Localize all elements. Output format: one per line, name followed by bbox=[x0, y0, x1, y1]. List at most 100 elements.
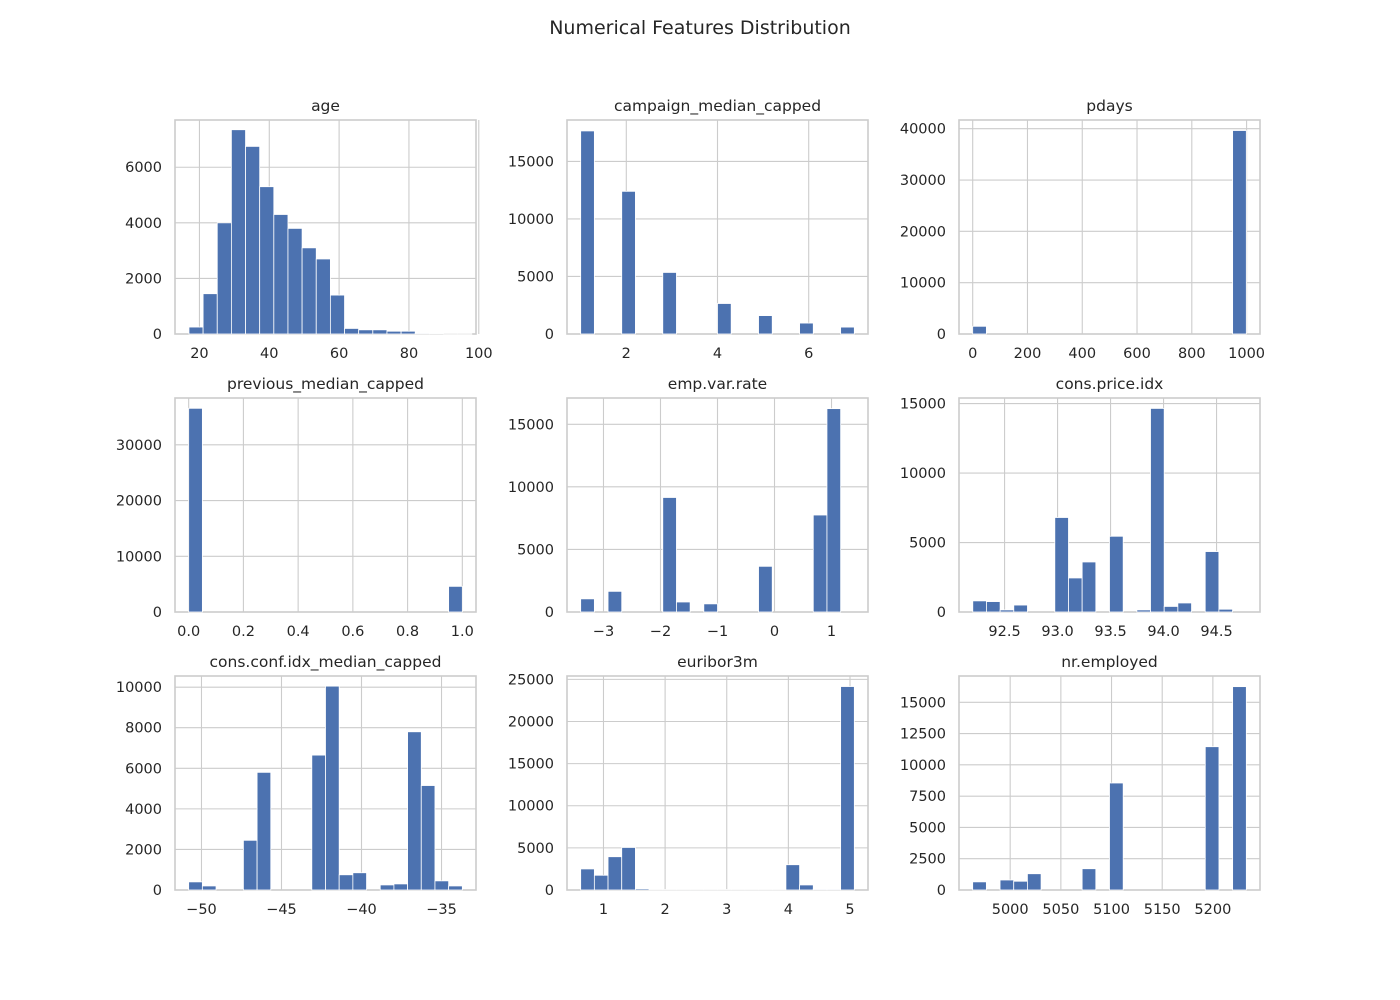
histogram-bar bbox=[607, 856, 623, 891]
histogram-bar bbox=[188, 407, 203, 613]
x-tick-label: 93.5 bbox=[1094, 624, 1126, 640]
histogram-bar bbox=[311, 754, 326, 891]
bars bbox=[188, 129, 473, 335]
histogram-bar bbox=[676, 889, 691, 891]
histogram-bar bbox=[717, 303, 732, 335]
subplot-0: age 20 40 60 80 100 0 2000 4000 6000 bbox=[125, 97, 493, 362]
y-tick-label: 10000 bbox=[900, 758, 946, 774]
histogram-bar bbox=[202, 293, 218, 335]
x-tick-label: 3 bbox=[722, 902, 731, 918]
x-tick-label: 1000 bbox=[1228, 346, 1265, 362]
histogram-bar bbox=[1204, 746, 1220, 891]
y-tick-label: 2500 bbox=[909, 852, 946, 868]
y-tick-label: 0 bbox=[545, 883, 554, 899]
x-tick-label: 0.6 bbox=[341, 624, 364, 640]
y-tick-label: 10000 bbox=[900, 276, 946, 292]
x-tick-label: 93.0 bbox=[1041, 624, 1073, 640]
y-tick-label: 20000 bbox=[900, 224, 946, 240]
bars bbox=[972, 130, 1247, 335]
x-tick-label: 2 bbox=[660, 902, 669, 918]
x-tick-label: 40 bbox=[260, 346, 278, 362]
histogram-bar bbox=[256, 771, 272, 891]
x-tick-label: 92.5 bbox=[988, 624, 1020, 640]
subplot-title: nr.employed bbox=[1061, 653, 1158, 671]
histogram-bar bbox=[662, 889, 677, 891]
x-tick-label: −2 bbox=[650, 624, 671, 640]
histogram-bar bbox=[1081, 561, 1097, 613]
histogram-bar bbox=[1013, 604, 1028, 613]
x-tick-label: 600 bbox=[1123, 346, 1151, 362]
histogram-bar bbox=[344, 328, 360, 335]
subplot-title: previous_median_capped bbox=[227, 375, 424, 394]
histogram-bar bbox=[443, 333, 459, 335]
y-tick-label: 10000 bbox=[900, 466, 946, 482]
y-tick-label: 15000 bbox=[900, 695, 946, 711]
histogram-bar bbox=[744, 889, 759, 891]
histogram-bar bbox=[273, 214, 289, 335]
histogram-bar bbox=[1232, 686, 1247, 891]
subplot-title: euribor3m bbox=[677, 653, 758, 671]
x-tick-label: 200 bbox=[1014, 346, 1042, 362]
histogram-bar bbox=[662, 272, 677, 335]
histogram-bar bbox=[580, 868, 595, 891]
histogram-bar bbox=[230, 129, 246, 335]
x-tick-label: 20 bbox=[190, 346, 208, 362]
figure-title: Numerical Features Distribution bbox=[549, 17, 851, 39]
x-tick-label: −45 bbox=[266, 902, 297, 918]
subplot-title: emp.var.rate bbox=[668, 375, 767, 393]
histogram-bar bbox=[840, 326, 855, 335]
x-tick-label: 0.8 bbox=[396, 624, 419, 640]
histogram-bar bbox=[243, 839, 258, 891]
histogram-bar bbox=[448, 885, 463, 891]
x-tick-label: −1 bbox=[707, 624, 728, 640]
subplot-8: nr.employed 5000 5050 5100 5150 5200 0 2500 5000… bbox=[900, 653, 1261, 918]
y-tick-label: 4000 bbox=[125, 802, 162, 818]
subplot-title: pdays bbox=[1086, 97, 1132, 115]
histogram-bar bbox=[301, 247, 317, 335]
y-tick-label: 10000 bbox=[508, 480, 554, 496]
histogram-bar bbox=[703, 889, 718, 891]
y-tick-label: 15000 bbox=[900, 397, 946, 413]
histogram-bar bbox=[325, 685, 340, 891]
x-tick-label: 0.0 bbox=[177, 624, 200, 640]
x-tick-label: −50 bbox=[186, 902, 217, 918]
subplot-6: cons.conf.idx_median_capped −50 −45 −40 −35 0… bbox=[116, 653, 477, 918]
histogram-bar bbox=[188, 881, 203, 891]
subplot-title: cons.price.idx bbox=[1056, 375, 1164, 393]
bars bbox=[580, 686, 855, 891]
y-tick-label: 30000 bbox=[116, 438, 162, 454]
y-tick-label: 20000 bbox=[508, 714, 554, 730]
bars bbox=[580, 408, 842, 613]
x-tick-label: 5050 bbox=[1042, 902, 1079, 918]
y-tick-label: 10000 bbox=[116, 549, 162, 565]
histogram-bar bbox=[1109, 535, 1124, 613]
subplot-7: euribor3m 1 2 3 4 5 0 5000 10000 15000 20000 25000 bbox=[508, 653, 869, 918]
y-tick-label: 0 bbox=[937, 605, 946, 621]
plot-area bbox=[174, 397, 477, 613]
histogram-bar bbox=[358, 329, 374, 335]
y-tick-label: 15000 bbox=[508, 757, 554, 773]
y-tick-label: 7500 bbox=[909, 789, 946, 805]
x-tick-label: 6 bbox=[804, 346, 813, 362]
y-tick-label: 2000 bbox=[125, 271, 162, 287]
x-tick-label: 5150 bbox=[1144, 902, 1181, 918]
y-tick-label: 0 bbox=[545, 327, 554, 343]
subplot-title: age bbox=[311, 97, 340, 115]
y-tick-label: 25000 bbox=[508, 672, 554, 688]
y-tick-label: 0 bbox=[545, 605, 554, 621]
histogram-bar bbox=[386, 330, 402, 335]
bars bbox=[188, 407, 463, 613]
x-tick-label: 60 bbox=[330, 346, 348, 362]
y-tick-label: 12500 bbox=[900, 727, 946, 743]
histogram-bar bbox=[812, 888, 828, 891]
subplot-5: cons.price.idx 92.5 93.0 93.5 94.0 94.5 0 5000 1… bbox=[900, 375, 1261, 640]
histogram-bar bbox=[972, 881, 987, 891]
y-tick-label: 6000 bbox=[125, 160, 162, 176]
plot-area bbox=[958, 119, 1261, 335]
histogram-bar bbox=[972, 600, 987, 613]
histogram-bar bbox=[428, 333, 444, 335]
histogram-bar bbox=[329, 294, 345, 335]
subplot-1: campaign_median_capped 2 4 6 0 5000 10000 15000 bbox=[508, 97, 869, 362]
gridlines bbox=[567, 676, 868, 891]
